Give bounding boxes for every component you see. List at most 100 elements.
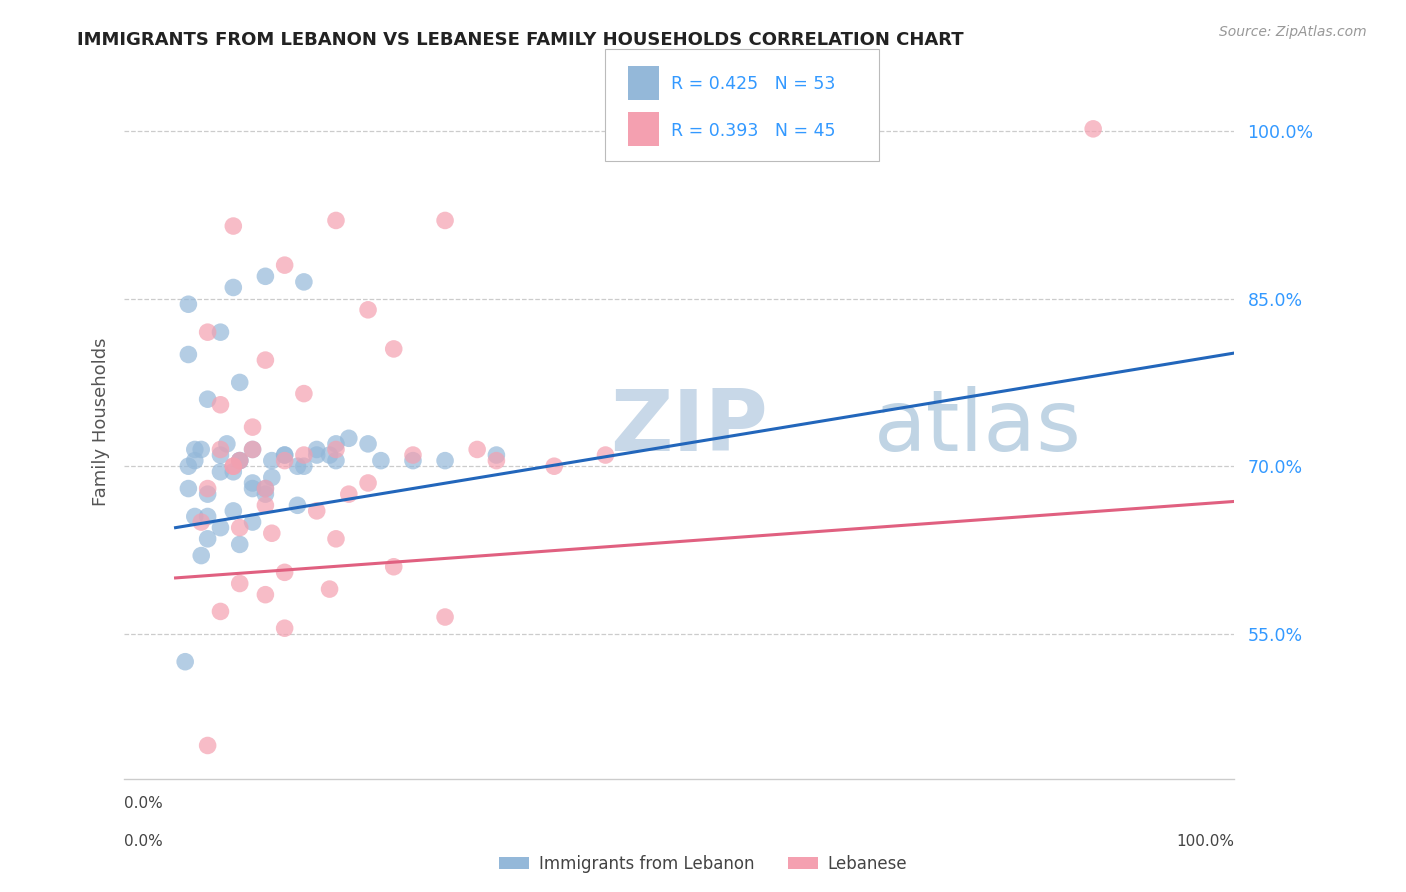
Point	[177, 347, 200, 361]
Point	[273, 453, 295, 467]
Point	[260, 470, 283, 484]
Point	[254, 487, 277, 501]
Point	[325, 453, 347, 467]
Point	[197, 509, 219, 524]
Point	[209, 325, 232, 339]
Point	[382, 559, 405, 574]
Point	[229, 453, 252, 467]
Point	[177, 459, 200, 474]
Point	[485, 453, 508, 467]
Point	[755, 121, 778, 136]
Point	[318, 448, 340, 462]
Text: ZIP: ZIP	[610, 385, 768, 468]
Point	[485, 448, 508, 462]
Point	[254, 269, 277, 284]
Point	[305, 504, 328, 518]
Point	[177, 482, 200, 496]
Point	[465, 442, 488, 457]
Point	[242, 442, 264, 457]
Point	[229, 453, 252, 467]
Point	[222, 504, 245, 518]
Point	[305, 442, 328, 457]
Point	[254, 482, 277, 496]
Point	[382, 342, 405, 356]
Point	[209, 465, 232, 479]
Point	[325, 437, 347, 451]
Point	[229, 576, 252, 591]
Point	[242, 515, 264, 529]
Text: R = 0.393   N = 45: R = 0.393 N = 45	[671, 121, 835, 139]
Point	[273, 448, 295, 462]
Point	[222, 280, 245, 294]
Point	[177, 297, 200, 311]
Point	[184, 442, 207, 457]
Point	[543, 459, 565, 474]
Point	[197, 392, 219, 407]
Text: R = 0.425   N = 53: R = 0.425 N = 53	[671, 76, 835, 94]
Point	[209, 398, 232, 412]
Point	[273, 566, 295, 580]
Point	[292, 459, 315, 474]
Point	[370, 453, 392, 467]
Point	[337, 431, 360, 445]
Text: 100.0%: 100.0%	[1177, 834, 1234, 848]
Point	[254, 498, 277, 512]
Point	[229, 453, 252, 467]
Point	[325, 442, 347, 457]
Point	[305, 448, 328, 462]
Text: Source: ZipAtlas.com: Source: ZipAtlas.com	[1219, 25, 1367, 39]
Point	[229, 537, 252, 551]
Point	[229, 376, 252, 390]
Point	[287, 459, 309, 474]
Point	[337, 487, 360, 501]
Point	[197, 482, 219, 496]
Point	[318, 582, 340, 596]
Point	[222, 459, 245, 474]
Point	[254, 482, 277, 496]
Point	[1083, 121, 1105, 136]
Point	[434, 213, 457, 227]
Point	[174, 655, 197, 669]
Point	[209, 604, 232, 618]
Point	[242, 475, 264, 490]
Point	[434, 453, 457, 467]
Point	[197, 325, 219, 339]
Point	[209, 521, 232, 535]
Point	[402, 453, 425, 467]
Point	[222, 219, 245, 233]
Point	[292, 386, 315, 401]
Point	[287, 498, 309, 512]
Legend: Immigrants from Lebanon, Lebanese: Immigrants from Lebanon, Lebanese	[492, 848, 914, 880]
Point	[273, 621, 295, 635]
Point	[209, 448, 232, 462]
Point	[723, 121, 745, 136]
Point	[434, 610, 457, 624]
Point	[273, 448, 295, 462]
Point	[229, 521, 252, 535]
Text: atlas: atlas	[873, 385, 1081, 468]
Point	[325, 532, 347, 546]
Text: 0.0%: 0.0%	[124, 796, 163, 811]
Point	[242, 482, 264, 496]
Point	[215, 437, 238, 451]
Point	[260, 526, 283, 541]
Point	[242, 442, 264, 457]
Point	[222, 459, 245, 474]
Point	[190, 442, 212, 457]
Point	[595, 448, 617, 462]
Point	[292, 448, 315, 462]
Point	[254, 353, 277, 368]
Text: 0.0%: 0.0%	[124, 834, 163, 848]
Point	[209, 442, 232, 457]
Point	[254, 588, 277, 602]
Point	[357, 475, 380, 490]
Point	[292, 275, 315, 289]
Point	[357, 437, 380, 451]
Point	[184, 453, 207, 467]
Point	[190, 515, 212, 529]
Point	[402, 448, 425, 462]
Point	[242, 420, 264, 434]
Y-axis label: Family Households: Family Households	[93, 337, 110, 506]
Text: IMMIGRANTS FROM LEBANON VS LEBANESE FAMILY HOUSEHOLDS CORRELATION CHART: IMMIGRANTS FROM LEBANON VS LEBANESE FAMI…	[77, 31, 965, 49]
Point	[260, 453, 283, 467]
